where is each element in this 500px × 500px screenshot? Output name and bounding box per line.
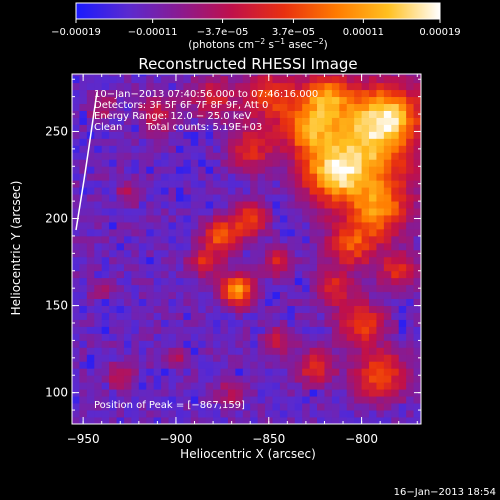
- x-tick-label: −800: [345, 432, 378, 446]
- y-axis-label: Heliocentric Y (arcsec): [9, 181, 23, 316]
- image-area: [72, 74, 421, 424]
- y-tick-label: 250: [45, 124, 68, 138]
- colorbar-frame: [75, 2, 441, 20]
- colorbar-tick-label: −0.00019: [51, 27, 101, 38]
- colorbar: −0.00019 −0.00011 −3.7e−05 3.7e−05 0.00011 0.…: [51, 2, 461, 51]
- annotation-method: Clean: [94, 122, 122, 133]
- annotation-detectors: Detectors: 3F 5F 6F 7F 8F 9F, Att 0: [94, 100, 268, 111]
- heatmap-pixels: [72, 74, 421, 424]
- annotation-peak: Position of Peak = [−867,159]: [94, 400, 245, 411]
- annotations: 10−Jan−2013 07:40:56.000 to 07:46:16.000…: [94, 89, 318, 411]
- colorbar-tick-label: −0.00011: [128, 27, 178, 38]
- colorbar-unit: (photons cm−2 s−1 asec−2): [188, 37, 327, 51]
- x-axis-label: Heliocentric X (arcsec): [180, 447, 316, 461]
- axes: −950 −900 −850 −800 100 150 200 250: [45, 74, 421, 446]
- chart-title: Reconstructed RHESSI Image: [138, 55, 357, 73]
- colorbar-tick-label: −3.7e−05: [197, 27, 249, 38]
- colorbar-tick-label: 3.7e−05: [272, 27, 315, 38]
- plot-frame: [71, 73, 422, 425]
- annotation-energy: Energy Range: 12.0 − 25.0 keV: [94, 111, 251, 122]
- x-tick-label: −900: [159, 432, 192, 446]
- x-tick-label: −950: [67, 432, 100, 446]
- y-tick-label: 150: [45, 299, 68, 313]
- y-tick-label: 100: [45, 386, 68, 400]
- colorbar-tick-label: 0.00019: [419, 27, 460, 38]
- footer-timestamp: 16−Jan−2013 18:54: [394, 487, 496, 498]
- x-tick-label: −850: [252, 432, 285, 446]
- colorbar-gradient: [76, 3, 440, 19]
- annotation-time-range: 10−Jan−2013 07:40:56.000 to 07:46:16.000: [94, 89, 318, 100]
- colorbar-ticks: −0.00019 −0.00011 −3.7e−05 3.7e−05 0.00011 0.…: [51, 19, 461, 38]
- annotation-counts: Total counts: 5.19E+03: [145, 122, 262, 133]
- y-tick-label: 200: [45, 212, 68, 226]
- limb-contour: [75, 91, 98, 231]
- colorbar-tick-label: 0.00011: [343, 27, 384, 38]
